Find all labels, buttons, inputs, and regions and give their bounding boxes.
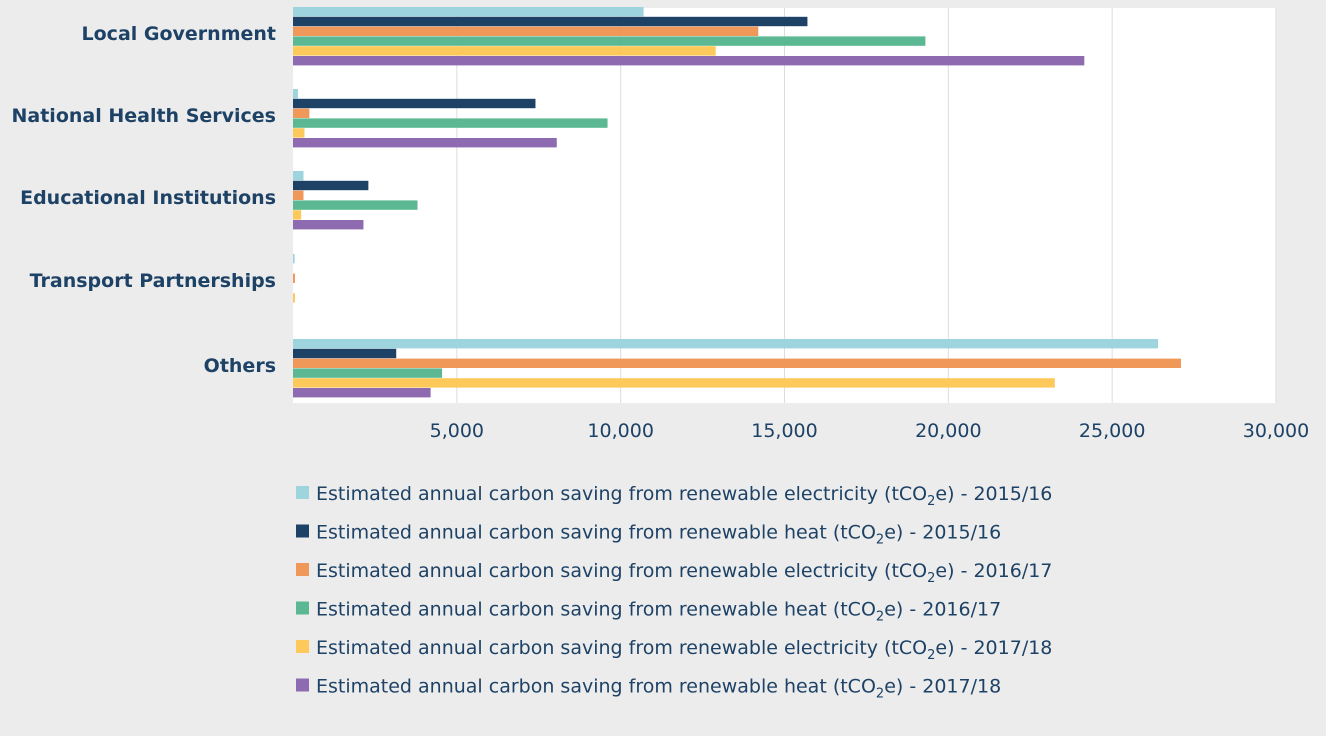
bar-1-2: [293, 16, 808, 27]
bar-5-5: [293, 378, 1055, 388]
bar-1-1: [293, 7, 644, 17]
legend-text-suffix: e) - 2015/16: [884, 522, 1001, 544]
category-label: Transport Partnerships: [30, 270, 276, 292]
legend-text-prefix: Estimated annual carbon saving from rene…: [316, 676, 876, 698]
x-tick-label: 25,000: [1079, 420, 1145, 442]
category-label: Others: [204, 355, 276, 377]
bars: [293, 7, 1181, 398]
bar-1-3: [293, 26, 759, 36]
legend-text-prefix: Estimated annual carbon saving from rene…: [316, 483, 927, 505]
legend-text-subscript: 2: [927, 571, 935, 586]
x-tick-label: 5,000: [430, 420, 484, 442]
bar-5-2: [293, 348, 397, 359]
legend-swatch: [296, 678, 309, 692]
bar-5-4: [293, 368, 443, 378]
bar-2-3: [293, 108, 310, 118]
legend-text-suffix: e) - 2017/18: [935, 637, 1052, 659]
bar-5-6: [293, 388, 431, 398]
bar-1-4: [293, 36, 926, 46]
legend-swatch: [296, 563, 309, 576]
bar-1-5: [293, 46, 716, 56]
x-tick-label: 15,000: [751, 420, 817, 442]
bar-5-1: [293, 339, 1159, 349]
legend-entry-4: Estimated annual carbon saving from rene…: [316, 599, 1001, 625]
category-label: National Health Services: [12, 105, 277, 127]
legend-text-prefix: Estimated annual carbon saving from rene…: [316, 637, 927, 659]
legend-swatch: [296, 486, 309, 499]
bar-2-2: [293, 98, 536, 109]
legend-entry-2: Estimated annual carbon saving from rene…: [316, 522, 1001, 548]
legend-text-subscript: 2: [876, 610, 884, 625]
bar-3-5: [293, 210, 302, 220]
legend-entry-5: Estimated annual carbon saving from rene…: [316, 637, 1052, 663]
bar-2-6: [293, 138, 557, 148]
legend-text-prefix: Estimated annual carbon saving from rene…: [316, 522, 876, 544]
legend-swatch: [296, 601, 309, 615]
bar-4-5: [293, 293, 295, 303]
legend-swatch: [296, 524, 309, 538]
bar-3-4: [293, 200, 418, 210]
x-tick-label: 30,000: [1243, 420, 1309, 442]
bar-2-4: [293, 118, 608, 128]
x-tick-label: 10,000: [587, 420, 653, 442]
bar-3-1: [293, 171, 304, 181]
bar-5-3: [293, 358, 1181, 368]
legend-text-subscript: 2: [876, 687, 884, 702]
legend-swatch: [296, 640, 309, 653]
legend-text-subscript: 2: [927, 648, 935, 663]
bar-3-6: [293, 220, 364, 230]
legend-text-suffix: e) - 2016/17: [884, 599, 1001, 621]
legend-entry-3: Estimated annual carbon saving from rene…: [316, 560, 1052, 586]
legend-entry-1: Estimated annual carbon saving from rene…: [316, 483, 1052, 509]
bar-2-5: [293, 128, 305, 138]
legend-text-prefix: Estimated annual carbon saving from rene…: [316, 599, 876, 621]
legend: Estimated annual carbon saving from rene…: [296, 483, 1052, 702]
legend-text-subscript: 2: [876, 533, 884, 548]
category-label: Local Government: [82, 23, 276, 45]
bar-4-3: [293, 273, 295, 283]
bar-1-6: [293, 56, 1085, 66]
x-tick-label: 20,000: [915, 420, 981, 442]
bar-2-1: [293, 89, 298, 99]
category-labels: Local Government National Health Services…: [12, 23, 277, 377]
gridlines: [456, 8, 1277, 403]
legend-text-suffix: e) - 2015/16: [935, 483, 1052, 505]
bar-3-2: [293, 180, 369, 191]
bar-3-3: [293, 190, 304, 200]
category-label: Educational Institutions: [20, 187, 276, 209]
legend-text-suffix: e) - 2017/18: [884, 676, 1001, 698]
legend-entry-6: Estimated annual carbon saving from rene…: [316, 676, 1001, 702]
x-tick-labels: 5,000 10,000 15,000 20,000 25,000 30,000: [430, 420, 1310, 442]
legend-text-prefix: Estimated annual carbon saving from rene…: [316, 560, 927, 582]
legend-text-subscript: 2: [927, 494, 935, 509]
bar-4-1: [293, 254, 295, 264]
legend-text-suffix: e) - 2016/17: [935, 560, 1052, 582]
